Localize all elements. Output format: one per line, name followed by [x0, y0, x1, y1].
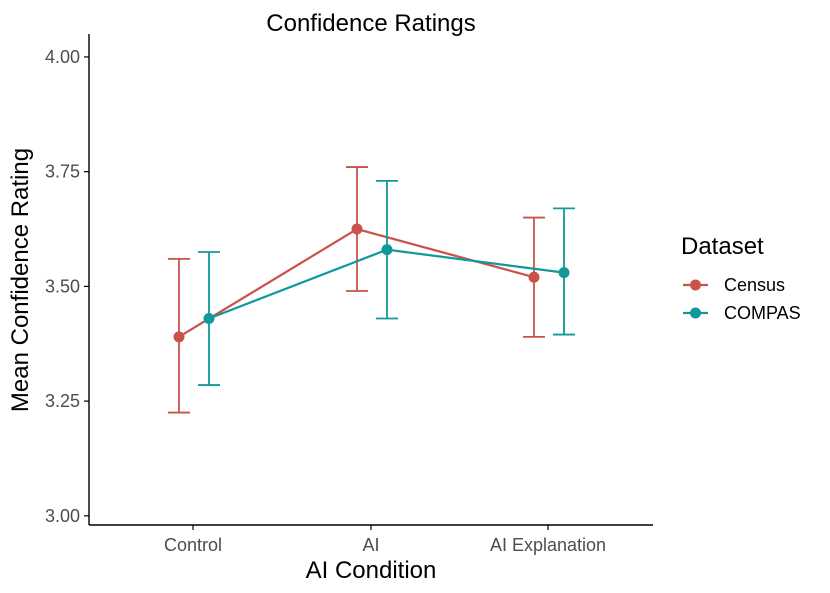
- legend-label: Census: [724, 275, 785, 295]
- legend-item-census: Census: [683, 275, 785, 295]
- series-layer: [168, 166, 575, 414]
- data-point: [351, 223, 363, 235]
- legend-item-compas: COMPAS: [683, 303, 801, 323]
- data-point: [173, 331, 185, 343]
- y-tick-label: 3.75: [45, 162, 80, 182]
- legend-key-point: [690, 279, 701, 291]
- series-compas: [198, 179, 575, 386]
- legend-items: Census COMPAS: [683, 275, 801, 323]
- data-point: [203, 313, 215, 325]
- chart-title: Confidence Ratings: [266, 10, 475, 37]
- legend-key-point: [690, 307, 701, 319]
- x-axis-title: AI Condition: [306, 557, 437, 584]
- x-axis-ticks: Control AI AI Explanation: [164, 525, 606, 555]
- x-tick-label: AI: [362, 535, 379, 555]
- legend-label: COMPAS: [724, 303, 801, 323]
- y-tick-label: 3.00: [45, 506, 80, 526]
- series-census: [168, 166, 545, 414]
- y-tick-label: 4.00: [45, 47, 80, 67]
- data-point: [381, 244, 393, 256]
- legend-title: Dataset: [681, 233, 764, 260]
- data-point: [528, 271, 540, 283]
- y-axis-title: Mean Confidence Rating: [7, 148, 34, 412]
- y-tick-label: 3.50: [45, 276, 80, 296]
- legend: Dataset Census COMPAS: [681, 233, 801, 323]
- x-tick-label: AI Explanation: [490, 535, 606, 555]
- plot-area: 3.00 3.25 3.50 3.75 4.00 Control AI AI Explana…: [45, 34, 653, 555]
- data-point: [558, 267, 570, 279]
- y-tick-label: 3.25: [45, 391, 80, 411]
- x-tick-label: Control: [164, 535, 222, 555]
- y-axis-ticks: 3.00 3.25 3.50 3.75 4.00: [45, 47, 89, 526]
